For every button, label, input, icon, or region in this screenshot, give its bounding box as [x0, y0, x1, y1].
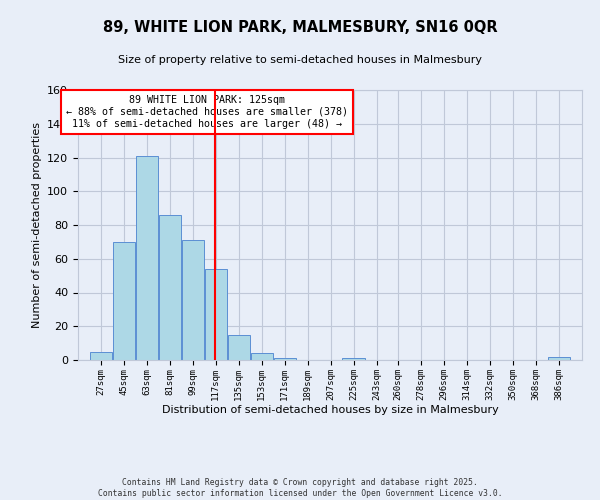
Text: 89, WHITE LION PARK, MALMESBURY, SN16 0QR: 89, WHITE LION PARK, MALMESBURY, SN16 0Q…	[103, 20, 497, 35]
Text: Size of property relative to semi-detached houses in Malmesbury: Size of property relative to semi-detach…	[118, 55, 482, 65]
Bar	[343, 358, 365, 360]
Bar	[251, 353, 273, 360]
Y-axis label: Number of semi-detached properties: Number of semi-detached properties	[32, 122, 41, 328]
Bar	[90, 352, 112, 360]
Bar	[227, 334, 250, 360]
Text: Contains HM Land Registry data © Crown copyright and database right 2025.
Contai: Contains HM Land Registry data © Crown c…	[98, 478, 502, 498]
Bar	[136, 156, 158, 360]
Bar	[274, 358, 296, 360]
Text: 89 WHITE LION PARK: 125sqm
← 88% of semi-detached houses are smaller (378)
11% o: 89 WHITE LION PARK: 125sqm ← 88% of semi…	[65, 96, 347, 128]
Bar	[205, 269, 227, 360]
X-axis label: Distribution of semi-detached houses by size in Malmesbury: Distribution of semi-detached houses by …	[161, 406, 499, 415]
Bar	[159, 215, 181, 360]
Bar	[113, 242, 135, 360]
Bar	[548, 356, 570, 360]
Bar	[182, 240, 204, 360]
